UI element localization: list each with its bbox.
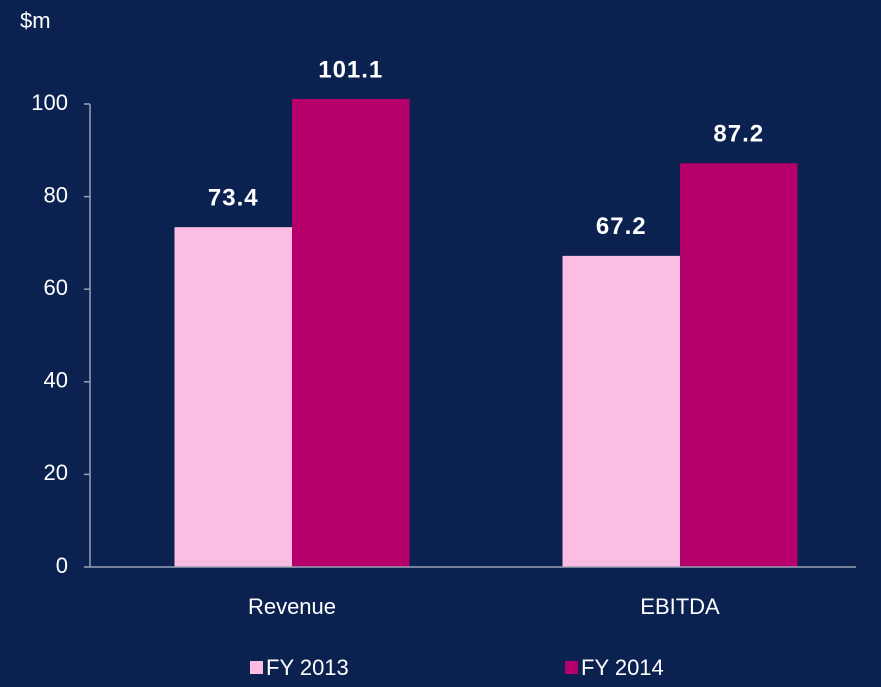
data-label: 101.1 (318, 56, 383, 83)
y-tick-label: 60 (44, 275, 68, 300)
y-tick-label: 40 (44, 368, 68, 393)
bar (562, 255, 680, 567)
data-label: 73.4 (208, 185, 259, 212)
x-tick-label: Revenue (248, 594, 336, 619)
bar (174, 227, 292, 567)
bar (292, 98, 410, 568)
x-tick-label: EBITDA (640, 594, 720, 619)
y-tick-label: 0 (56, 553, 68, 578)
bar (680, 163, 798, 567)
y-tick-label: 80 (44, 182, 68, 207)
legend-swatch (250, 661, 263, 674)
legend-label: FY 2013 (266, 655, 349, 680)
data-label: 87.2 (713, 121, 764, 148)
legend-label: FY 2014 (581, 655, 664, 680)
data-label: 67.2 (596, 213, 647, 240)
legend-swatch (565, 661, 578, 674)
y-axis-label: $m (20, 8, 51, 33)
y-tick-label: 100 (31, 90, 68, 115)
y-tick-label: 20 (44, 460, 68, 485)
